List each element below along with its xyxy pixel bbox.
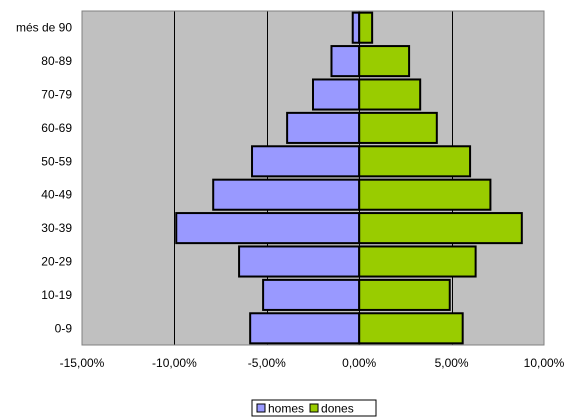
bar-dones-4 bbox=[358, 212, 523, 245]
bar-homes-9 bbox=[330, 45, 361, 78]
bar-dones-3 bbox=[358, 245, 477, 278]
bar-dones-1 bbox=[358, 312, 464, 345]
bars bbox=[175, 11, 523, 345]
legend-label-dones: dones bbox=[321, 402, 354, 416]
y-tick-label: més de 90 bbox=[16, 21, 72, 35]
x-tick-label: -5,00% bbox=[248, 356, 286, 370]
y-tick-label: 60-69 bbox=[41, 121, 72, 135]
bar-dones-5 bbox=[358, 178, 492, 211]
plot-border bbox=[81, 10, 545, 346]
bar-homes-5 bbox=[212, 178, 361, 211]
y-tick-label: 50-59 bbox=[41, 154, 72, 168]
legend-swatch-homes bbox=[256, 403, 266, 413]
bar-dones-7 bbox=[358, 111, 438, 144]
y-tick-label: 70-79 bbox=[41, 88, 72, 102]
y-axis-labels: 0-9 10-19 20-29 30-39 40-49 50-59 60-69 70-79 80… bbox=[16, 21, 72, 336]
x-tick-label: 0,00% bbox=[342, 356, 376, 370]
bar-homes-4 bbox=[175, 212, 361, 245]
y-tick-label: 20-29 bbox=[41, 255, 72, 269]
legend: homes dones bbox=[251, 399, 377, 417]
bar-dones-8 bbox=[358, 78, 422, 111]
bar-dones-10 bbox=[358, 11, 374, 44]
y-tick-label: 40-49 bbox=[41, 188, 72, 202]
legend-swatch-dones bbox=[309, 403, 319, 413]
bar-homes-7 bbox=[286, 111, 361, 144]
bar-dones-2 bbox=[358, 278, 451, 311]
bar-homes-2 bbox=[262, 278, 361, 311]
bar-dones-9 bbox=[358, 45, 411, 78]
x-axis-labels: -15,00% -10,00% -5,00% 0,00% 5,00% 10,00% bbox=[60, 356, 565, 370]
bar-homes-8 bbox=[312, 78, 361, 111]
x-tick-label: 10,00% bbox=[524, 356, 565, 370]
y-tick-label: 80-89 bbox=[41, 54, 72, 68]
bar-homes-1 bbox=[249, 312, 361, 345]
legend-label-homes: homes bbox=[268, 402, 304, 416]
x-tick-label: -15,00% bbox=[60, 356, 105, 370]
x-tick-label: -10,00% bbox=[152, 356, 197, 370]
y-tick-label: 10-19 bbox=[41, 288, 72, 302]
y-tick-label: 0-9 bbox=[55, 321, 73, 335]
y-tick-label: 30-39 bbox=[41, 221, 72, 235]
bar-dones-6 bbox=[358, 145, 472, 178]
x-tick-label: 5,00% bbox=[435, 356, 469, 370]
bar-homes-3 bbox=[238, 245, 361, 278]
bar-homes-6 bbox=[251, 145, 361, 178]
